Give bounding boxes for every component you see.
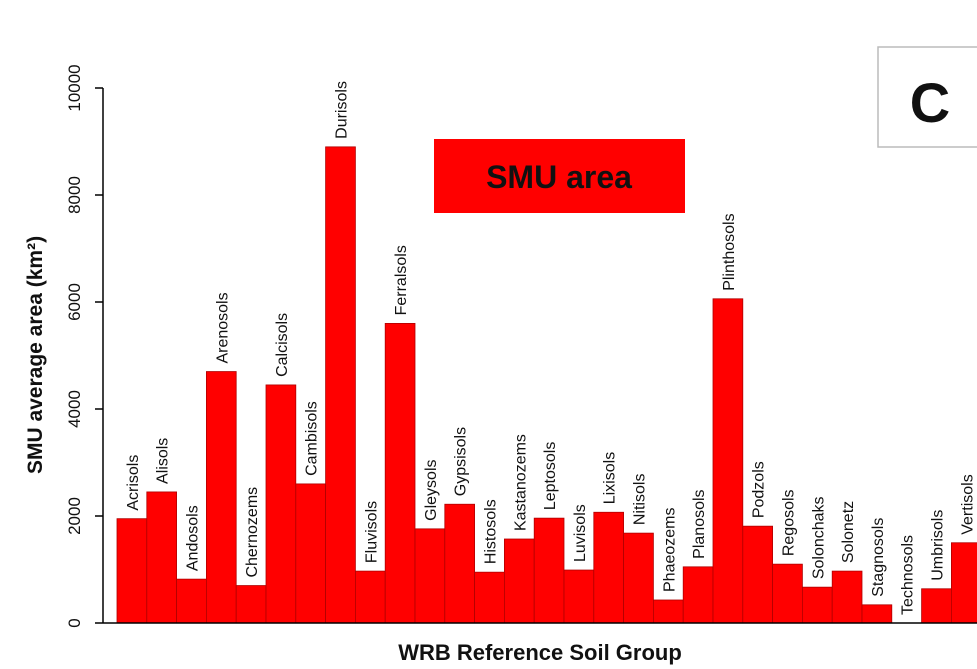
category-label: Planosols [691,489,708,558]
bar [325,146,356,624]
category-label: Regosols [781,489,798,556]
y-tick-label: 8000 [65,176,84,214]
bar [176,578,207,624]
y-axis-label: SMU average area (km²) [24,236,47,474]
bar [653,599,684,624]
category-label: Calcisols [274,313,291,377]
x-axis-label: WRB Reference Soil Group [398,640,682,665]
category-label: Fluvisols [363,501,380,563]
bar [295,483,326,624]
category-label: Histosols [483,499,500,564]
category-label: Phaeozems [661,507,678,592]
category-label: Technosols [900,535,917,615]
bar [503,538,535,624]
category-label: Andosols [185,505,202,571]
category-label: Chernozems [244,487,261,578]
bar [116,518,148,624]
category-label: Stagnosols [870,518,887,597]
bar [235,585,267,624]
category-label: Ferralsols [393,245,410,315]
bar [146,491,178,624]
bar [623,532,654,624]
category-label: Durisols [334,81,351,139]
bar [951,542,977,624]
category-label: Acrisols [125,455,142,511]
category-label: Cambisols [304,401,321,476]
bar [831,570,863,624]
y-tick-label: 0 [65,618,84,627]
legend-box [434,139,685,213]
y-tick-label: 4000 [65,390,84,428]
y-tick-label: 10000 [65,64,84,111]
bar [354,570,386,624]
category-label: Solonchaks [810,496,827,579]
bar [742,525,773,624]
panel-label: C [910,71,950,134]
bar [265,384,297,624]
category-label: Luvisols [572,504,589,562]
category-label: Gleysols [423,459,440,520]
bar [593,511,624,624]
category-label: Gypsisols [453,427,470,496]
bar [533,517,565,624]
y-tick-label: 2000 [65,497,84,535]
category-label: Nitisols [632,474,649,526]
category-label: Podzols [751,461,768,518]
bar [474,571,505,624]
bar [772,563,803,624]
bar [802,586,833,624]
bar [563,569,595,624]
bar [414,528,446,624]
panel-box [877,46,977,148]
category-label: Lixisols [602,452,619,504]
y-tick-label: 6000 [65,283,84,321]
category-label: Alisols [155,438,172,484]
category-label: Arenosols [214,292,231,363]
bar [921,588,952,624]
legend-label: SMU area [486,159,632,195]
bar [712,298,744,624]
bar [861,604,893,624]
category-label: Kastanozems [512,434,529,531]
bar [444,503,475,624]
category-label: Solonetz [840,501,857,563]
category-label: Umbrisols [930,510,947,581]
category-label: Leptosols [542,442,559,511]
category-label: Plinthosols [721,213,738,290]
bar [682,566,714,624]
bar [384,322,416,624]
bar [205,371,237,624]
category-label: Vertisols [959,474,976,534]
